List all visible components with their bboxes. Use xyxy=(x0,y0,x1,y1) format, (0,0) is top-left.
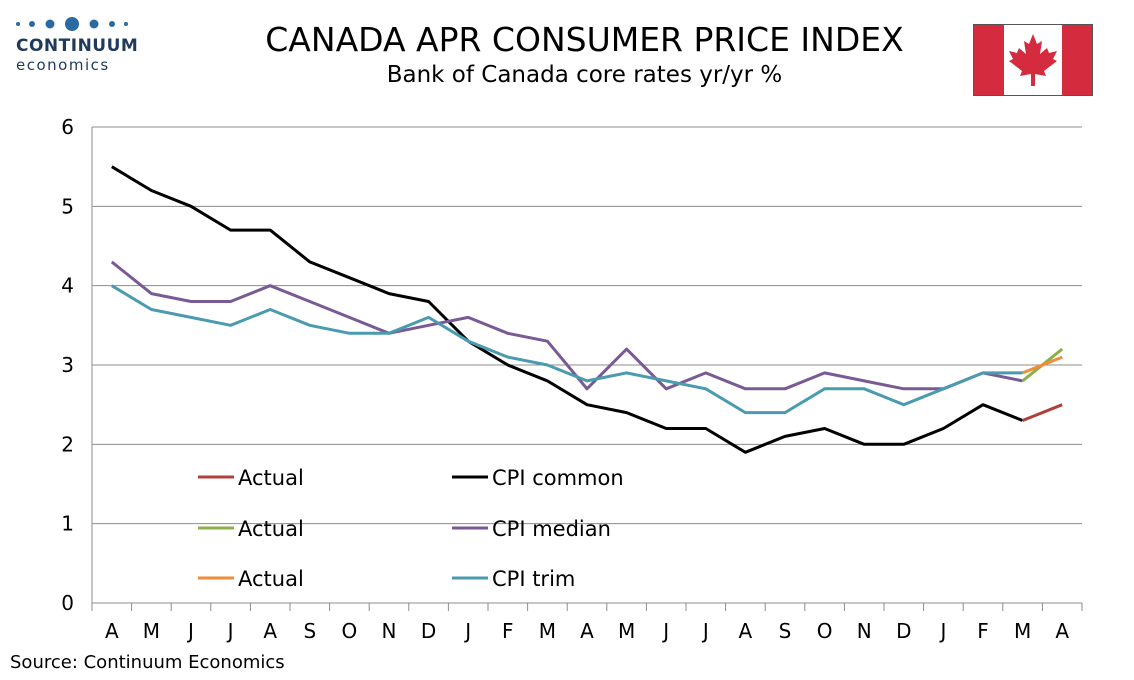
x-tick-label: N xyxy=(382,619,397,643)
legend-label: CPI median xyxy=(492,517,611,541)
series-lines xyxy=(110,165,1064,454)
x-tick-label: O xyxy=(342,619,358,643)
series-line-cpi-median-1 xyxy=(110,260,1023,391)
x-tick-label: M xyxy=(143,619,160,643)
legend-label: CPI trim xyxy=(492,567,575,591)
gridlines xyxy=(92,126,1082,525)
series-line-cpi-common-0 xyxy=(111,165,1024,454)
x-tick-label: O xyxy=(817,619,833,643)
legend-label: Actual xyxy=(238,567,304,591)
logo-name: CONTINUUM xyxy=(16,36,139,56)
x-tick-label: J xyxy=(938,619,946,643)
x-tick-label: A xyxy=(580,619,594,643)
x-tick-label: J xyxy=(186,619,194,643)
x-tick-label: N xyxy=(857,619,872,643)
logo-dots-icon xyxy=(16,17,128,31)
x-tick-label: M xyxy=(618,619,635,643)
chart-title: CANADA APR CONSUMER PRICE INDEX xyxy=(265,20,904,59)
x-tick-label: J xyxy=(661,619,669,643)
legend-label: Actual xyxy=(238,517,304,541)
y-tick-label: 2 xyxy=(61,432,74,456)
source-note: Source: Continuum Economics xyxy=(10,652,285,673)
x-tick-label: A xyxy=(739,619,753,643)
x-tick-label: A xyxy=(1055,619,1069,643)
legend: Actual CPI common Actual CPI median Actual CP… xyxy=(198,466,624,591)
x-tick-label: J xyxy=(701,619,709,643)
x-tick-label: S xyxy=(779,619,792,643)
x-tick-label: J xyxy=(226,619,234,643)
y-tick-label: 3 xyxy=(61,353,74,377)
series-line-actual-3 xyxy=(1022,403,1063,422)
x-tick-label: A xyxy=(263,619,277,643)
series-line-cpi-trim-2 xyxy=(111,284,1023,415)
x-tick-label: F xyxy=(502,619,514,643)
x-tick-label: S xyxy=(303,619,316,643)
x-tick-label: D xyxy=(421,619,436,643)
y-tick-label: 5 xyxy=(61,194,74,218)
logo-subname: economics xyxy=(16,56,110,74)
y-tick-label: 1 xyxy=(61,512,74,536)
y-tick-label: 0 xyxy=(61,591,74,615)
y-tick-label: 4 xyxy=(61,274,74,298)
x-tick-label: D xyxy=(896,619,911,643)
x-tick-label: M xyxy=(539,619,556,643)
x-tick-label: J xyxy=(463,619,471,643)
chart-subtitle: Bank of Canada core rates yr/yr % xyxy=(386,62,783,88)
series-line-actual-5 xyxy=(1022,355,1063,375)
x-tick-label: A xyxy=(105,619,119,643)
x-tick-label: M xyxy=(1014,619,1031,643)
legend-label: Actual xyxy=(238,466,304,490)
legend-label: CPI common xyxy=(492,466,624,490)
y-tick-label: 6 xyxy=(61,115,74,139)
canada-flag-icon xyxy=(973,24,1093,96)
x-tick-label: F xyxy=(977,619,989,643)
continuum-logo xyxy=(10,12,140,82)
